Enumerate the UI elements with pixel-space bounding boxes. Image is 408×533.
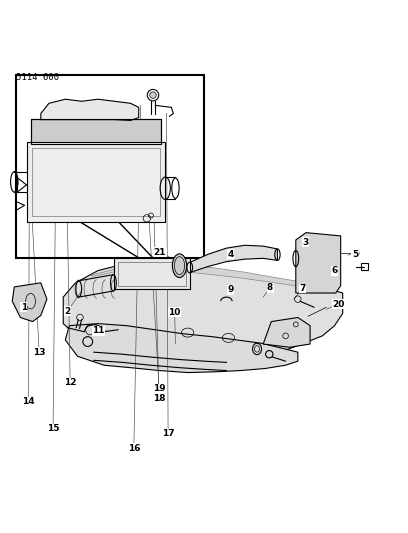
- Polygon shape: [190, 245, 277, 272]
- Bar: [114, 259, 190, 289]
- Ellipse shape: [150, 92, 156, 99]
- Polygon shape: [12, 283, 47, 321]
- Text: 4: 4: [227, 250, 234, 259]
- Polygon shape: [41, 99, 139, 120]
- Ellipse shape: [172, 254, 187, 278]
- Text: 17: 17: [162, 429, 174, 438]
- Text: 18: 18: [153, 394, 165, 403]
- Text: 3: 3: [302, 238, 308, 247]
- Text: 8: 8: [267, 283, 273, 292]
- Text: 20: 20: [333, 300, 345, 309]
- Polygon shape: [263, 318, 310, 348]
- Text: 13: 13: [33, 348, 45, 357]
- Bar: [118, 262, 186, 286]
- Text: 7: 7: [299, 284, 306, 293]
- Text: 5: 5: [352, 250, 358, 259]
- Bar: [32, 148, 160, 216]
- Text: 14: 14: [22, 398, 35, 407]
- Polygon shape: [65, 324, 298, 373]
- Text: 12: 12: [64, 378, 76, 387]
- Text: 15: 15: [47, 424, 59, 433]
- Text: 2: 2: [64, 307, 71, 316]
- Bar: [31, 119, 161, 144]
- Text: 19: 19: [153, 384, 165, 393]
- Bar: [27, 142, 165, 222]
- Polygon shape: [90, 264, 322, 289]
- Text: 11: 11: [93, 327, 105, 335]
- Polygon shape: [63, 262, 343, 362]
- Bar: [361, 263, 368, 270]
- Text: 21: 21: [154, 248, 166, 257]
- Text: 9: 9: [227, 285, 234, 294]
- Text: 10: 10: [169, 308, 181, 317]
- Text: 1: 1: [20, 303, 27, 312]
- Text: 6: 6: [331, 266, 338, 275]
- Text: 5114 600: 5114 600: [16, 72, 59, 82]
- Bar: [31, 119, 161, 144]
- Polygon shape: [296, 232, 341, 293]
- Bar: [16, 75, 204, 259]
- Text: 16: 16: [128, 443, 140, 453]
